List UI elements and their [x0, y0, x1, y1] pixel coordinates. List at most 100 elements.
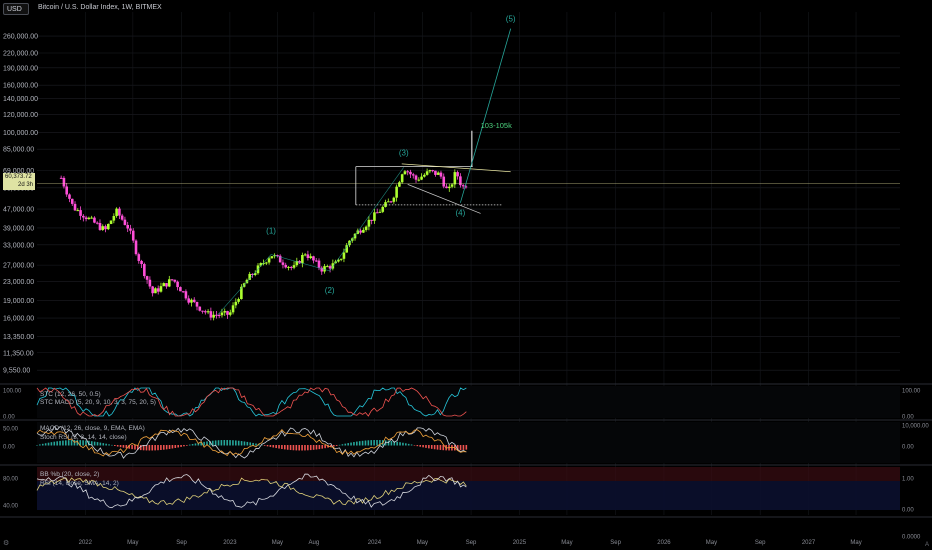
- macd-histogram-bar: [266, 445, 269, 447]
- macd-histogram-bar: [324, 445, 326, 449]
- macd-histogram-bar: [162, 445, 165, 450]
- candle-body: [159, 286, 163, 292]
- macd-histogram-bar: [442, 445, 445, 451]
- candle-body: [339, 258, 343, 260]
- candle-body: [439, 172, 443, 177]
- macd-histogram-bar: [90, 441, 93, 446]
- wave5-projection: [459, 28, 512, 203]
- macd-histogram-bar: [278, 445, 280, 449]
- currency-button[interactable]: USD: [3, 3, 29, 15]
- candle-body: [228, 312, 232, 315]
- pane-right-tick-label: 10,000.00: [902, 424, 929, 430]
- wave-label: (1): [266, 226, 276, 235]
- macd-histogram-bar: [206, 441, 208, 446]
- bb-legend[interactable]: BB %b (20, close, 2): [40, 471, 100, 478]
- macd-histogram-bar: [246, 441, 249, 446]
- macd-histogram-bar: [272, 445, 275, 448]
- auto-scale-icon[interactable]: A: [924, 542, 929, 548]
- candle-body: [364, 226, 368, 230]
- candle-body: [151, 286, 154, 294]
- candle-body: [342, 252, 346, 259]
- macd-histogram-bar: [105, 443, 107, 446]
- candle-body: [428, 170, 432, 172]
- macd-histogram-bar: [76, 440, 79, 446]
- rsi-legend[interactable]: RSI (14, close, SMA, 14, 2): [40, 480, 119, 487]
- macd-histogram-bar: [116, 445, 119, 447]
- macd-histogram-bar: [258, 444, 260, 446]
- macd-histogram-bar: [194, 443, 197, 446]
- candle-body: [289, 266, 293, 268]
- candle-body: [95, 222, 99, 224]
- candle-body: [320, 267, 324, 272]
- macd-histogram-bar: [428, 445, 430, 449]
- candle-body: [298, 260, 301, 264]
- candle-body: [459, 176, 462, 186]
- macd-histogram-bar: [332, 445, 335, 447]
- price-axis: 260,000.00 220,000.00 190,000.00 160,000.00…: [3, 34, 38, 375]
- pane-tick-label: 80.00: [3, 477, 19, 483]
- candle-body: [98, 223, 102, 230]
- pane-dividers: [0, 383, 932, 518]
- macd-histogram-bar: [211, 440, 214, 446]
- candle-body: [442, 176, 446, 187]
- price-tick-label: 47,000.00: [3, 207, 34, 214]
- time-tick-label: 2027: [802, 540, 816, 546]
- candle-body: [167, 279, 171, 287]
- pane-tick-label: 0.00: [3, 445, 15, 451]
- stc-macd-legend[interactable]: STC MACD (5, 20, 9, 10, 3, 3, 75, 20, 5): [40, 399, 156, 406]
- macd-histogram-bar: [235, 440, 237, 446]
- macd-histogram-bar: [283, 445, 286, 450]
- candle-body: [309, 256, 312, 258]
- wave-labels: (1) (2) (3) (4) (5) 103-105k: [266, 15, 516, 295]
- candle-body: [148, 279, 152, 287]
- candle-body: [154, 288, 157, 294]
- stoch-rsi-legend[interactable]: Stoch RSI (3, 3, 14, 14, close): [40, 434, 127, 441]
- target-annotation: 103-105k: [481, 121, 513, 130]
- macd-histogram-bar: [88, 440, 90, 446]
- candle-body: [403, 171, 407, 175]
- macd-histogram-bar: [160, 445, 162, 451]
- macd-histogram-bar: [137, 445, 139, 450]
- candle-body: [423, 174, 426, 177]
- macd-histogram-bar: [79, 440, 82, 446]
- macd-histogram-bar: [217, 440, 220, 446]
- candle-body: [370, 219, 373, 221]
- pane-right-tick-label: 0.0000: [902, 535, 921, 541]
- macd-histogram-bar: [102, 443, 105, 446]
- macd-histogram-bar: [93, 441, 96, 446]
- macd-histogram-bar: [405, 443, 407, 446]
- macd-legend[interactable]: MACD (12, 26, close, 9, EMA, EMA): [40, 425, 145, 432]
- macd-histogram-bar: [125, 445, 128, 449]
- stc-legend[interactable]: STC (12, 26, 50, 0.5): [40, 391, 101, 398]
- candle-body: [373, 212, 376, 221]
- macd-histogram-bar: [122, 445, 125, 448]
- macd-histogram-bar: [350, 442, 352, 446]
- candle-body: [237, 299, 240, 302]
- time-tick-label: Sep: [755, 540, 766, 546]
- macd-histogram-bar: [347, 443, 349, 446]
- macd-histogram-bar: [367, 440, 370, 446]
- macd-histogram-bar: [131, 445, 133, 450]
- candle-body: [392, 197, 396, 202]
- macd-histogram-bar: [249, 442, 252, 446]
- candle-body: [190, 299, 193, 303]
- pane-tick-label: 100.00: [3, 389, 22, 395]
- macd-histogram-bar: [301, 445, 303, 451]
- candle-body: [356, 230, 360, 234]
- gear-icon[interactable]: ⚙: [3, 540, 10, 547]
- macd-pane-bg: [37, 422, 900, 463]
- macd-histogram-bar: [462, 445, 465, 450]
- pane-tick-label: 40.00: [3, 504, 19, 510]
- macd-histogram-bar: [286, 445, 289, 450]
- time-tick-label: Sep: [466, 540, 477, 546]
- candle-body: [417, 179, 421, 181]
- candle-body: [145, 276, 149, 280]
- candle-body: [431, 170, 434, 172]
- price-tick-label: 13,350.00: [3, 334, 34, 341]
- macd-histogram-bar: [139, 445, 142, 451]
- macd-histogram-bar: [289, 445, 292, 451]
- candle-body: [198, 306, 202, 311]
- candle-body: [220, 312, 224, 316]
- candle-body: [184, 291, 188, 299]
